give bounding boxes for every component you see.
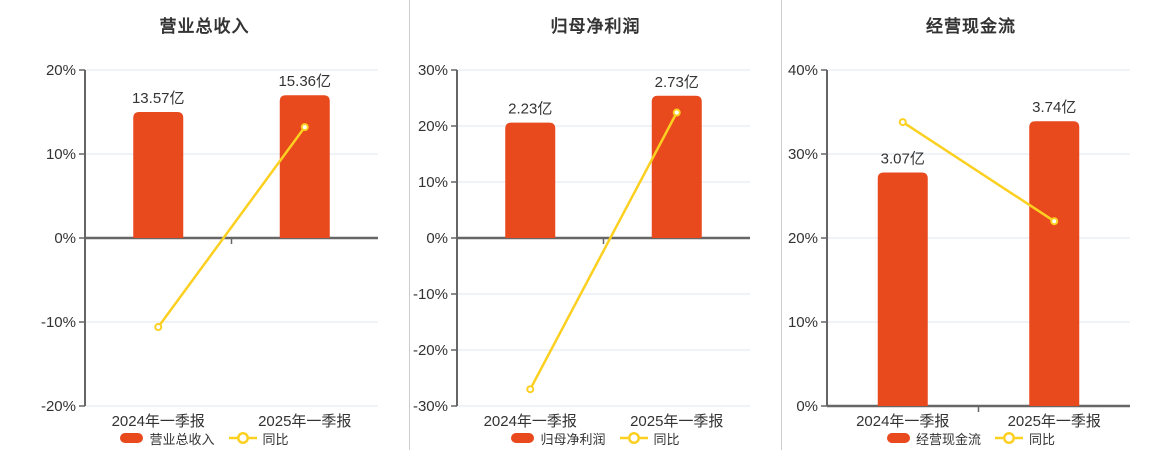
line-legend-label[interactable]: 同比 xyxy=(1029,431,1056,447)
bar-value-label: 2.23亿 xyxy=(508,101,552,118)
chart-legend: 经营现金流 同比 xyxy=(782,429,1160,447)
bar-value-label: 3.07亿 xyxy=(881,150,925,167)
bar-legend-swatch[interactable] xyxy=(511,433,535,443)
y-tick-label: -10% xyxy=(413,286,448,303)
chart-panel-operating-cash-flow: 经营现金流 40% 30% 20% 10% 0% 3.07亿 3.74亿 2024年一季报 20… xyxy=(782,0,1160,450)
x-category-label: 2024年一季报 xyxy=(112,413,205,430)
chart-plot: 20% 10% 0% -10% -20% 13.57亿 15.36亿 2024年一季报 2025… xyxy=(41,62,378,430)
bar[interactable] xyxy=(505,122,556,238)
bar-value-label: 15.36亿 xyxy=(278,73,331,90)
yoy-line xyxy=(529,111,678,391)
line-legend-label[interactable]: 同比 xyxy=(653,431,680,447)
bar[interactable] xyxy=(651,95,702,238)
bar-legend-swatch[interactable] xyxy=(886,433,910,443)
chart-plot: 30% 20% 10% 0% -10% -20% -30% 2.23亿 2.73亿 2024年一季… xyxy=(413,62,750,430)
y-tick-label: -30% xyxy=(413,398,448,415)
y-tick-label: 0% xyxy=(796,398,818,415)
bar-value-label: 3.74亿 xyxy=(1032,99,1076,116)
y-tick-label: 20% xyxy=(418,118,448,135)
y-tick-label: 40% xyxy=(788,62,818,79)
chart-plot: 40% 30% 20% 10% 0% 3.07亿 3.74亿 2024年一季报 2025年一季报 xyxy=(788,62,1130,430)
bar-legend-swatch[interactable] xyxy=(120,433,144,443)
y-tick-label: 20% xyxy=(788,230,818,247)
x-category-label: 2024年一季报 xyxy=(856,413,949,430)
x-category-label: 2025年一季报 xyxy=(1008,413,1101,430)
x-category-label: 2024年一季报 xyxy=(484,413,577,430)
bar[interactable] xyxy=(877,172,928,406)
y-tick-label: -20% xyxy=(41,398,76,415)
line-legend-marker[interactable] xyxy=(228,431,257,445)
x-category-label: 2025年一季报 xyxy=(630,413,723,430)
y-tick-label: 10% xyxy=(46,146,76,163)
yoy-line xyxy=(157,125,306,329)
y-tick-label: 10% xyxy=(788,314,818,331)
x-category-label: 2025年一季报 xyxy=(258,413,351,430)
chart-panel-revenue: 营业总收入 20% 10% 0% -10% -20% 13.57亿 15.36亿 2024年一… xyxy=(0,0,409,450)
bar-value-label: 13.57亿 xyxy=(132,90,185,107)
bar-value-label: 2.73亿 xyxy=(655,74,699,91)
yoy-marker[interactable] xyxy=(526,385,535,394)
chart-title: 归母净利润 xyxy=(550,17,641,36)
y-tick-label: 30% xyxy=(788,146,818,163)
y-tick-label: 30% xyxy=(418,62,448,79)
line-legend-label[interactable]: 同比 xyxy=(262,431,289,447)
chart-title: 经营现金流 xyxy=(926,17,1016,36)
line-legend-marker[interactable] xyxy=(995,431,1023,445)
bar-legend-label[interactable]: 归母净利润 xyxy=(540,431,606,447)
y-tick-label: 20% xyxy=(46,62,76,79)
yoy-line xyxy=(901,120,1056,223)
bar[interactable] xyxy=(279,95,330,238)
chart-legend: 营业总收入 同比 xyxy=(0,429,409,447)
bar-legend-label[interactable]: 营业总收入 xyxy=(149,431,215,447)
yoy-marker[interactable] xyxy=(300,123,309,132)
yoy-marker[interactable] xyxy=(154,323,163,332)
panel-divider xyxy=(409,0,410,450)
bar[interactable] xyxy=(133,112,184,238)
bar-legend-label[interactable]: 经营现金流 xyxy=(915,431,981,447)
yoy-marker[interactable] xyxy=(898,118,907,127)
chart-panel-net-profit: 归母净利润 30% 20% 10% 0% -10% -20% -30% 2.23亿 2.73亿 2… xyxy=(410,0,781,450)
y-tick-label: 10% xyxy=(418,174,448,191)
y-tick-label: 0% xyxy=(54,230,76,247)
yoy-marker[interactable] xyxy=(672,108,681,117)
y-tick-label: -20% xyxy=(413,342,448,359)
bar[interactable] xyxy=(1029,121,1080,407)
yoy-marker[interactable] xyxy=(1050,217,1059,226)
panel-divider xyxy=(781,0,782,450)
y-tick-label: -10% xyxy=(41,314,76,331)
line-legend-marker[interactable] xyxy=(619,431,648,445)
chart-legend: 归母净利润 同比 xyxy=(410,429,781,447)
chart-title: 营业总收入 xyxy=(159,17,250,36)
y-tick-label: 0% xyxy=(426,230,448,247)
